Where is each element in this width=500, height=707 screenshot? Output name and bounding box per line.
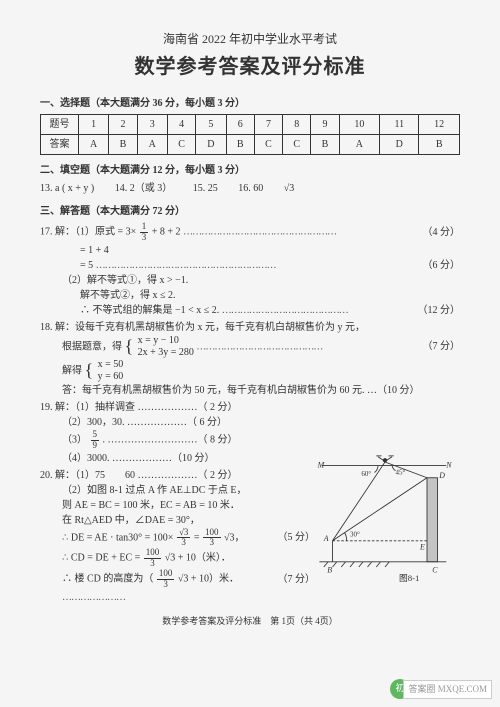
svg-text:D: D [438,471,445,480]
section2-title: 二、填空题（本大题满分 12 分，每小题 3 分） [40,163,460,178]
fill-blanks: 13. a ( x + y ) 14. 2（或 3） 15. 25 16. 60… [40,181,460,196]
section1-title: 一、选择题（本大题满分 36 分，每小题 3 分） [40,96,460,111]
table-anslabel: 答案 [41,135,79,155]
figure-8-1: M N A B C D E 60° 45° 30° 图8-1 [315,448,455,588]
svg-text:E: E [419,543,425,552]
watermark-box: 答案圈 MXQE.COM [403,680,492,700]
svg-text:N: N [445,460,452,469]
table-rowlabel: 题号 [41,115,79,135]
svg-text:M: M [317,460,325,469]
svg-text:图8-1: 图8-1 [399,573,419,583]
q20: 20. 解：（1）75 60 ………………（ 2 分） （2）如图 8-1 过点… [40,468,315,605]
svg-text:45°: 45° [396,468,406,476]
svg-text:60°: 60° [361,470,371,478]
page-title: 数学参考答案及评分标准 [40,52,460,82]
section3-title: 三、解答题（本大题满分 72 分） [40,204,460,219]
svg-text:C: C [432,565,438,574]
svg-text:B: B [327,565,332,574]
svg-text:A: A [323,534,329,543]
q17: 17. 解：（1）原式 = 3× 13 + 8 + 2 ………………………………… [40,222,460,318]
q18: 18. 解：设每千克有机黑胡椒售价为 x 元，每千克有机白胡椒售价为 y 元， … [40,320,460,398]
mc-answer-table: 题号 1 2 3 4 5 6 7 8 9 10 11 12 答案 A B A C… [40,114,460,155]
svg-text:30°: 30° [350,530,360,538]
exam-province-line: 海南省 2022 年初中学业水平考试 [40,30,460,48]
page-footer: 数学参考答案及评分标准 第 1页（共 4页） [40,615,460,629]
